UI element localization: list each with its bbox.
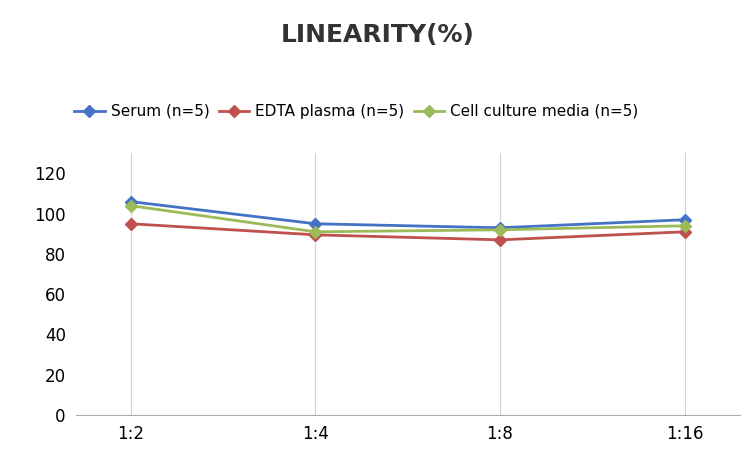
EDTA plasma (n=5) — [680, 229, 689, 235]
Cell culture media (n=5) — [126, 203, 135, 208]
EDTA plasma (n=5) — [495, 237, 504, 243]
Serum (n=5) — [495, 225, 504, 230]
Serum (n=5) — [680, 217, 689, 222]
Cell culture media (n=5) — [311, 229, 320, 235]
EDTA plasma (n=5) — [126, 221, 135, 226]
Legend: Serum (n=5), EDTA plasma (n=5), Cell culture media (n=5): Serum (n=5), EDTA plasma (n=5), Cell cul… — [68, 98, 645, 125]
Line: Serum (n=5): Serum (n=5) — [127, 198, 689, 232]
Cell culture media (n=5) — [495, 227, 504, 233]
Cell culture media (n=5) — [680, 223, 689, 229]
Line: EDTA plasma (n=5): EDTA plasma (n=5) — [127, 220, 689, 244]
Line: Cell culture media (n=5): Cell culture media (n=5) — [127, 202, 689, 236]
EDTA plasma (n=5) — [311, 232, 320, 238]
Serum (n=5) — [126, 199, 135, 204]
Text: LINEARITY(%): LINEARITY(%) — [281, 23, 474, 46]
Serum (n=5) — [311, 221, 320, 226]
